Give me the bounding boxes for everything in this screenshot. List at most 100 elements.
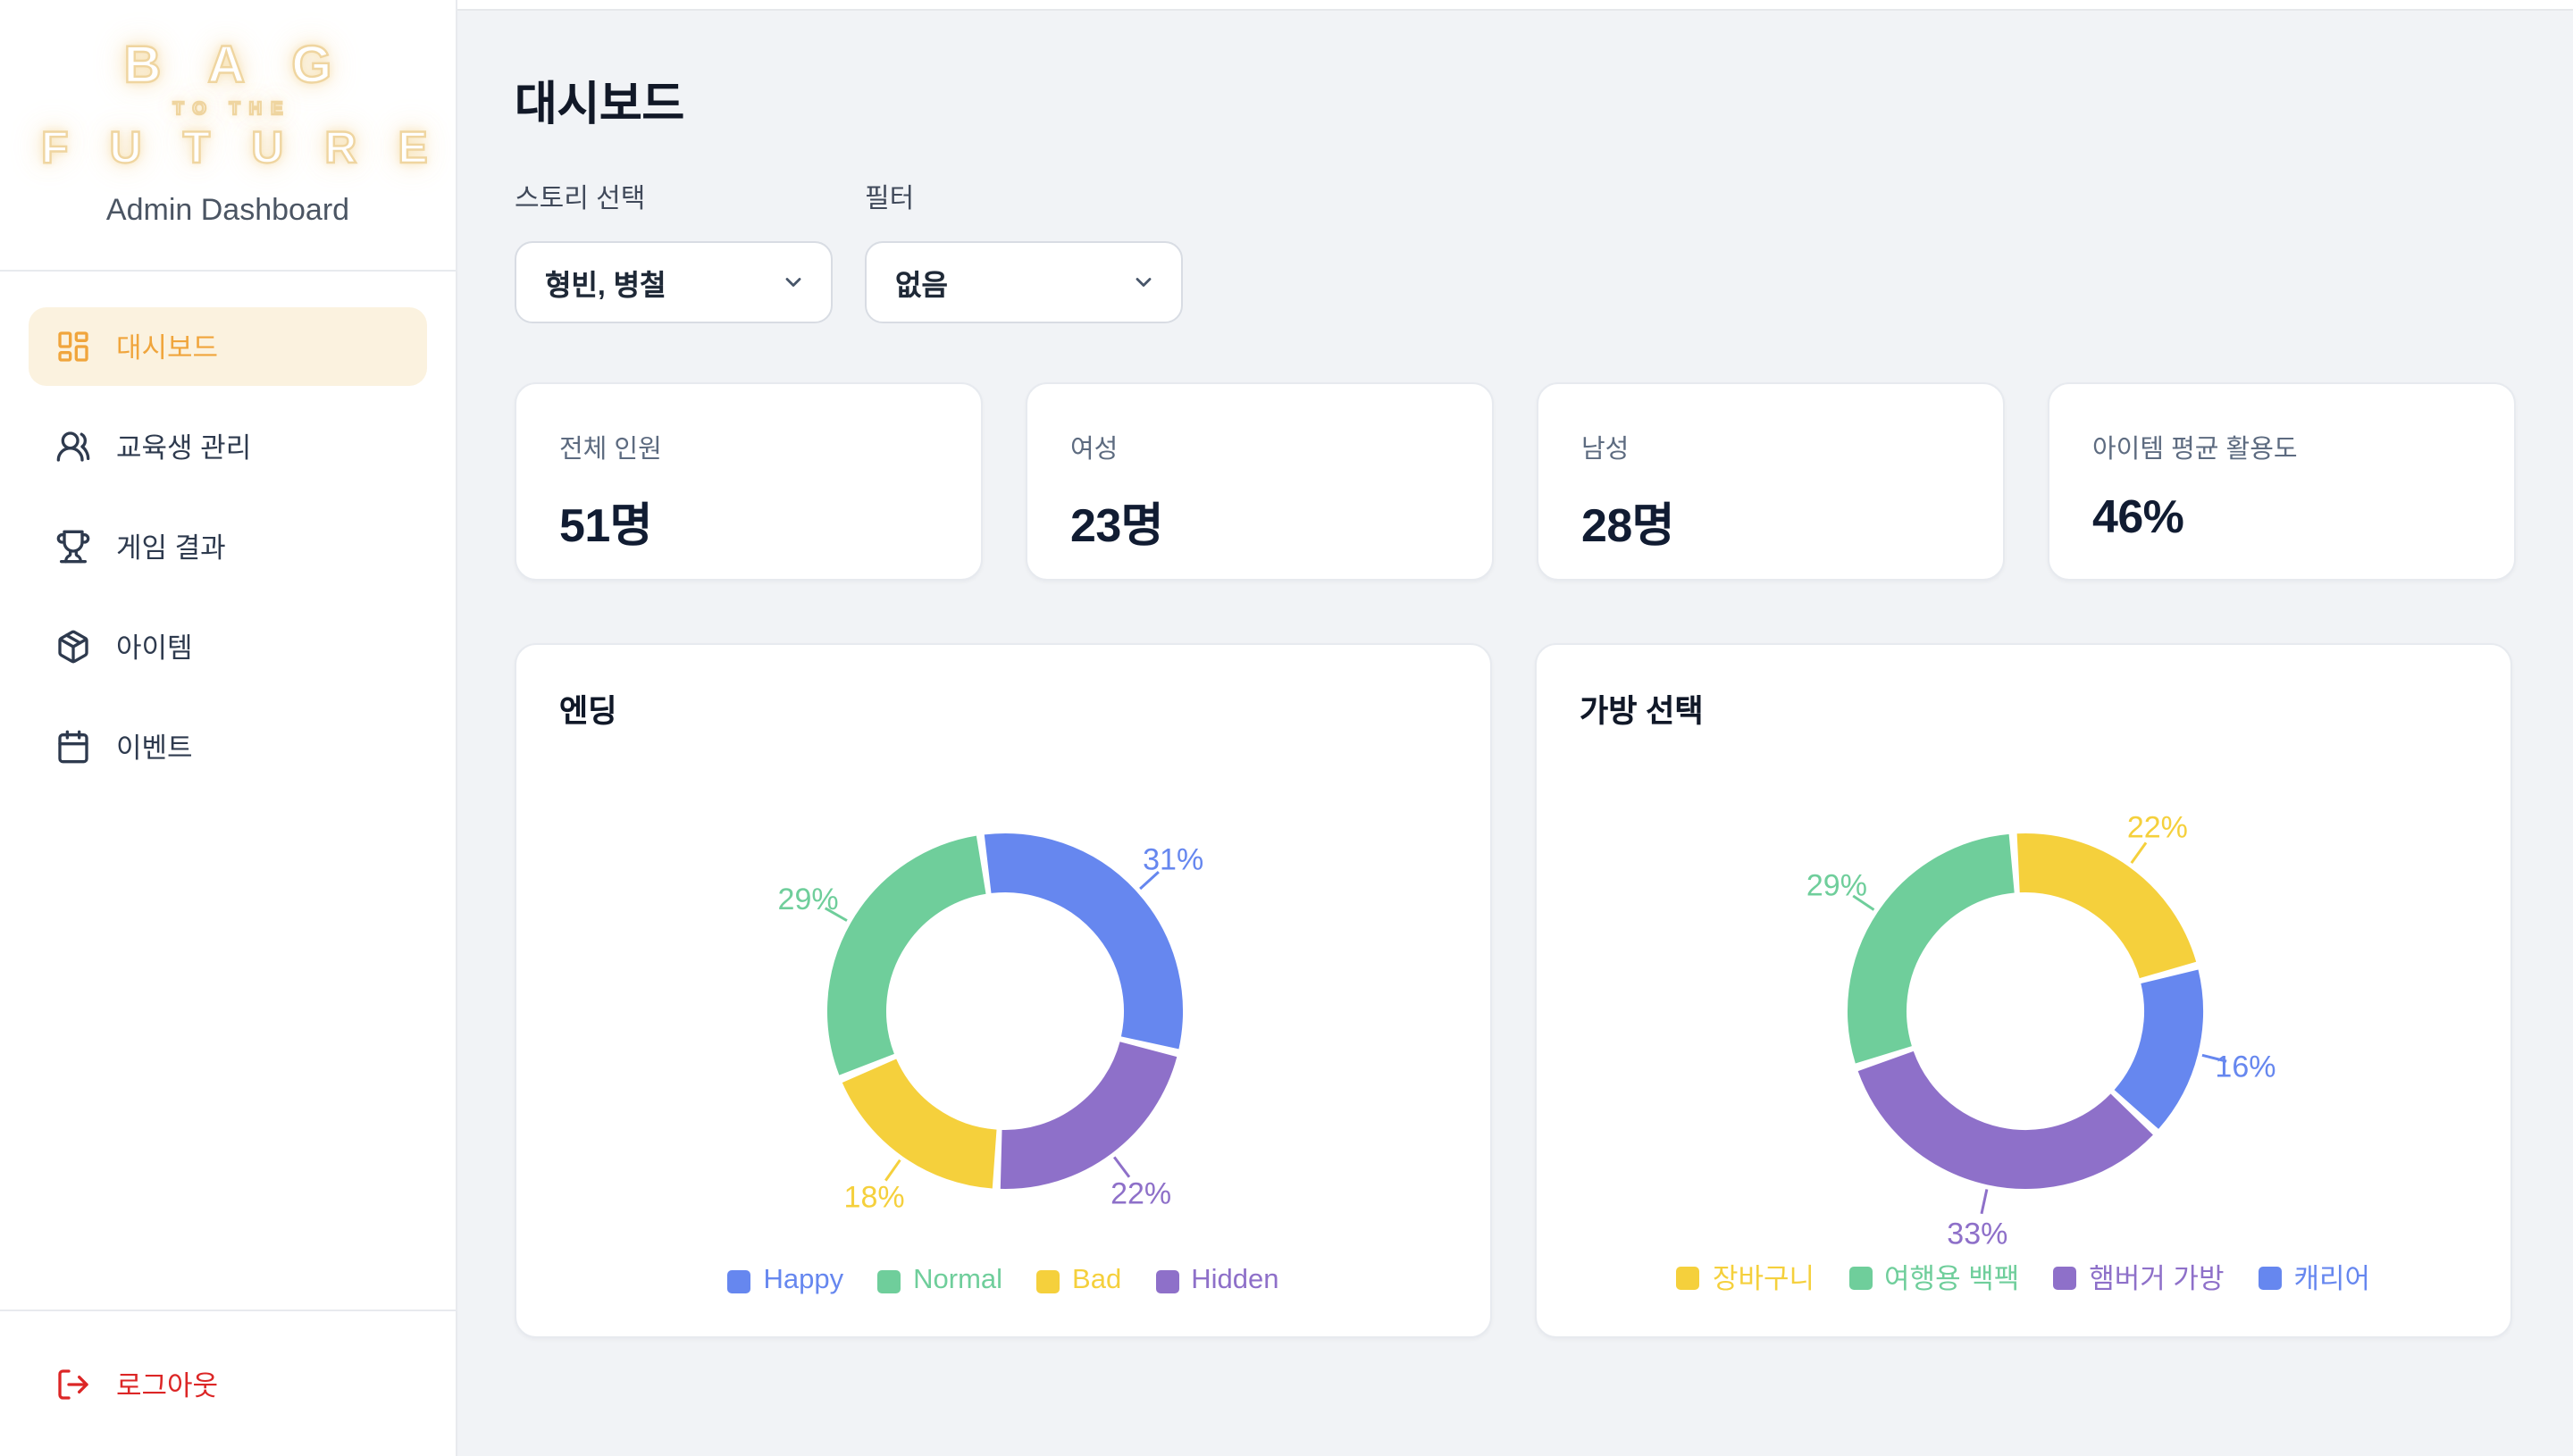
sidebar-item-label: 이벤트 <box>116 734 193 765</box>
stat-card-male: 남성 28명 <box>1537 382 2005 581</box>
sidebar-item-label: 대시보드 <box>116 334 219 364</box>
legend-item-Bad[interactable]: Bad <box>1036 1265 1121 1297</box>
donut-segment-여행용 백팩 <box>1848 833 2016 1064</box>
legend-label: Happy <box>763 1265 844 1295</box>
story-select[interactable]: 형빈, 병철 <box>515 241 833 323</box>
legend-label: Normal <box>913 1265 1003 1295</box>
chart-title: 엔딩 <box>559 693 617 729</box>
legend-swatch <box>2053 1266 2077 1289</box>
sidebar-item-label: 아이템 <box>116 634 193 665</box>
sidebar-footer: 로그아웃 <box>0 1310 456 1456</box>
stat-card-item-usage: 아이템 평균 활용도 46% <box>2048 382 2516 581</box>
logo-line-future: FUTURE <box>40 123 469 173</box>
logout-label: 로그아웃 <box>116 1372 219 1402</box>
sidebar-nav: 대시보드 교육생 관리 게임 결과 아이템 <box>0 272 456 786</box>
story-select-label: 스토리 선택 <box>515 184 646 214</box>
filter-select-value: 없음 <box>895 272 948 302</box>
main-content: 대시보드 스토리 선택 형빈, 병철 필터 없음 <box>457 0 2573 1456</box>
calendar-icon <box>55 729 91 765</box>
chart-legend: Happy Normal Bad Hidden <box>516 1265 1490 1297</box>
legend-item-Hidden[interactable]: Hidden <box>1155 1265 1278 1297</box>
legend-item-캐리어[interactable]: 캐리어 <box>2258 1258 2370 1297</box>
legend-label: Bad <box>1072 1265 1122 1295</box>
layout-dashboard-icon <box>55 329 91 364</box>
legend-swatch <box>1155 1269 1179 1293</box>
sidebar-item-label: 게임 결과 <box>116 534 226 565</box>
bag-choice-donut-chart: 22% 16% 33% 29% <box>1806 810 2276 1251</box>
stat-value: 23명 <box>1070 498 1164 552</box>
legend-label: Hidden <box>1191 1265 1279 1295</box>
chevron-down-icon <box>1131 270 1156 295</box>
label-leader-line <box>824 907 848 922</box>
legend-item-Happy[interactable]: Happy <box>727 1265 844 1297</box>
label-leader-line <box>1980 1189 1989 1215</box>
package-icon <box>55 629 91 665</box>
donut-segment-Hidden <box>1000 1041 1178 1189</box>
legend-swatch <box>727 1269 751 1293</box>
logout-button[interactable]: 로그아웃 <box>29 1345 427 1424</box>
top-divider <box>457 0 2573 11</box>
legend-label: 햄버거 가방 <box>2089 1265 2225 1295</box>
label-leader-line <box>884 1159 901 1182</box>
sidebar-item-trainees[interactable]: 교육생 관리 <box>29 407 427 486</box>
legend-item-장바구니[interactable]: 장바구니 <box>1676 1258 1815 1297</box>
legend-label: 장바구니 <box>1712 1265 1815 1295</box>
sidebar-item-events[interactable]: 이벤트 <box>29 707 427 786</box>
label-leader-line <box>2130 841 2148 865</box>
donut-percentage-label: 33% <box>1947 1217 2007 1251</box>
chart-card-bag-choice: 가방 선택 22% 16% 33% 29% 장바구니 여행용 백팩 햄버거 가방 캐리어 <box>1535 643 2512 1338</box>
story-select-value: 형빈, 병철 <box>545 272 666 302</box>
legend-label: 캐리어 <box>2293 1265 2371 1295</box>
chart-title: 가방 선택 <box>1580 693 1704 729</box>
legend-item-Normal[interactable]: Normal <box>877 1265 1002 1297</box>
users-icon <box>55 429 91 464</box>
donut-segment-장바구니 <box>2016 833 2197 979</box>
filter-select[interactable]: 없음 <box>865 241 1183 323</box>
sidebar-item-label: 교육생 관리 <box>116 434 252 464</box>
trophy-icon <box>55 529 91 565</box>
stat-card-female: 여성 23명 <box>1026 382 1494 581</box>
sidebar: BAG TO THE FUTURE Admin Dashboard 대시보드 교… <box>0 0 457 1456</box>
donut-percentage-label: 29% <box>778 883 839 916</box>
story-select-group: 스토리 선택 형빈, 병철 <box>515 179 833 323</box>
legend-label: 여행용 백팩 <box>1884 1265 2020 1295</box>
logo-subtitle: Admin Dashboard <box>105 193 350 227</box>
logout-icon <box>55 1367 91 1402</box>
logo: BAG TO THE FUTURE Admin Dashboard <box>0 0 456 272</box>
donut-segment-Bad <box>842 1058 998 1189</box>
stat-label: 아이템 평균 활용도 <box>2092 436 2298 464</box>
sidebar-item-dashboard[interactable]: 대시보드 <box>29 307 427 386</box>
legend-swatch <box>1036 1269 1060 1293</box>
label-leader-line <box>1139 871 1160 891</box>
stat-cards: 전체 인원 51명 여성 23명 남성 28명 아이템 평균 활용도 46% <box>515 382 2516 581</box>
filter-select-label: 필터 <box>865 184 915 214</box>
stat-value: 28명 <box>1581 498 1675 552</box>
sidebar-item-game-results[interactable]: 게임 결과 <box>29 507 427 586</box>
donut-percentage-label: 22% <box>2127 810 2188 844</box>
chart-cards: 엔딩 31% 22% 18% 29% Happy Normal Bad Hidden 가방 … <box>515 643 2512 1338</box>
chevron-down-icon <box>781 270 806 295</box>
label-leader-line <box>1112 1156 1131 1178</box>
stat-value: 51명 <box>559 498 653 552</box>
page-title: 대시보드 <box>515 77 684 130</box>
stat-label: 여성 <box>1070 436 1119 464</box>
logo-line-bag: BAG <box>122 38 379 95</box>
donut-segment-Happy <box>984 833 1183 1050</box>
label-leader-line <box>2201 1053 2227 1063</box>
filter-controls: 스토리 선택 형빈, 병철 필터 없음 <box>515 179 1183 323</box>
filter-select-group: 필터 없음 <box>865 179 1183 323</box>
donut-segment-Normal <box>827 835 987 1075</box>
legend-swatch <box>2258 1266 2282 1289</box>
legend-item-여행용 백팩[interactable]: 여행용 백팩 <box>1848 1258 2019 1297</box>
donut-percentage-label: 22% <box>1110 1176 1171 1210</box>
label-leader-line <box>1852 894 1875 911</box>
stat-value: 46% <box>2092 490 2184 543</box>
legend-item-햄버거 가방[interactable]: 햄버거 가방 <box>2053 1258 2224 1297</box>
donut-percentage-label: 16% <box>2215 1050 2275 1084</box>
logo-line-tothe: TO THE <box>172 99 292 121</box>
chart-legend: 장바구니 여행용 백팩 햄버거 가방 캐리어 <box>1537 1258 2510 1297</box>
stat-card-total: 전체 인원 51명 <box>515 382 983 581</box>
sidebar-item-items[interactable]: 아이템 <box>29 607 427 686</box>
stat-label: 남성 <box>1581 436 1630 464</box>
